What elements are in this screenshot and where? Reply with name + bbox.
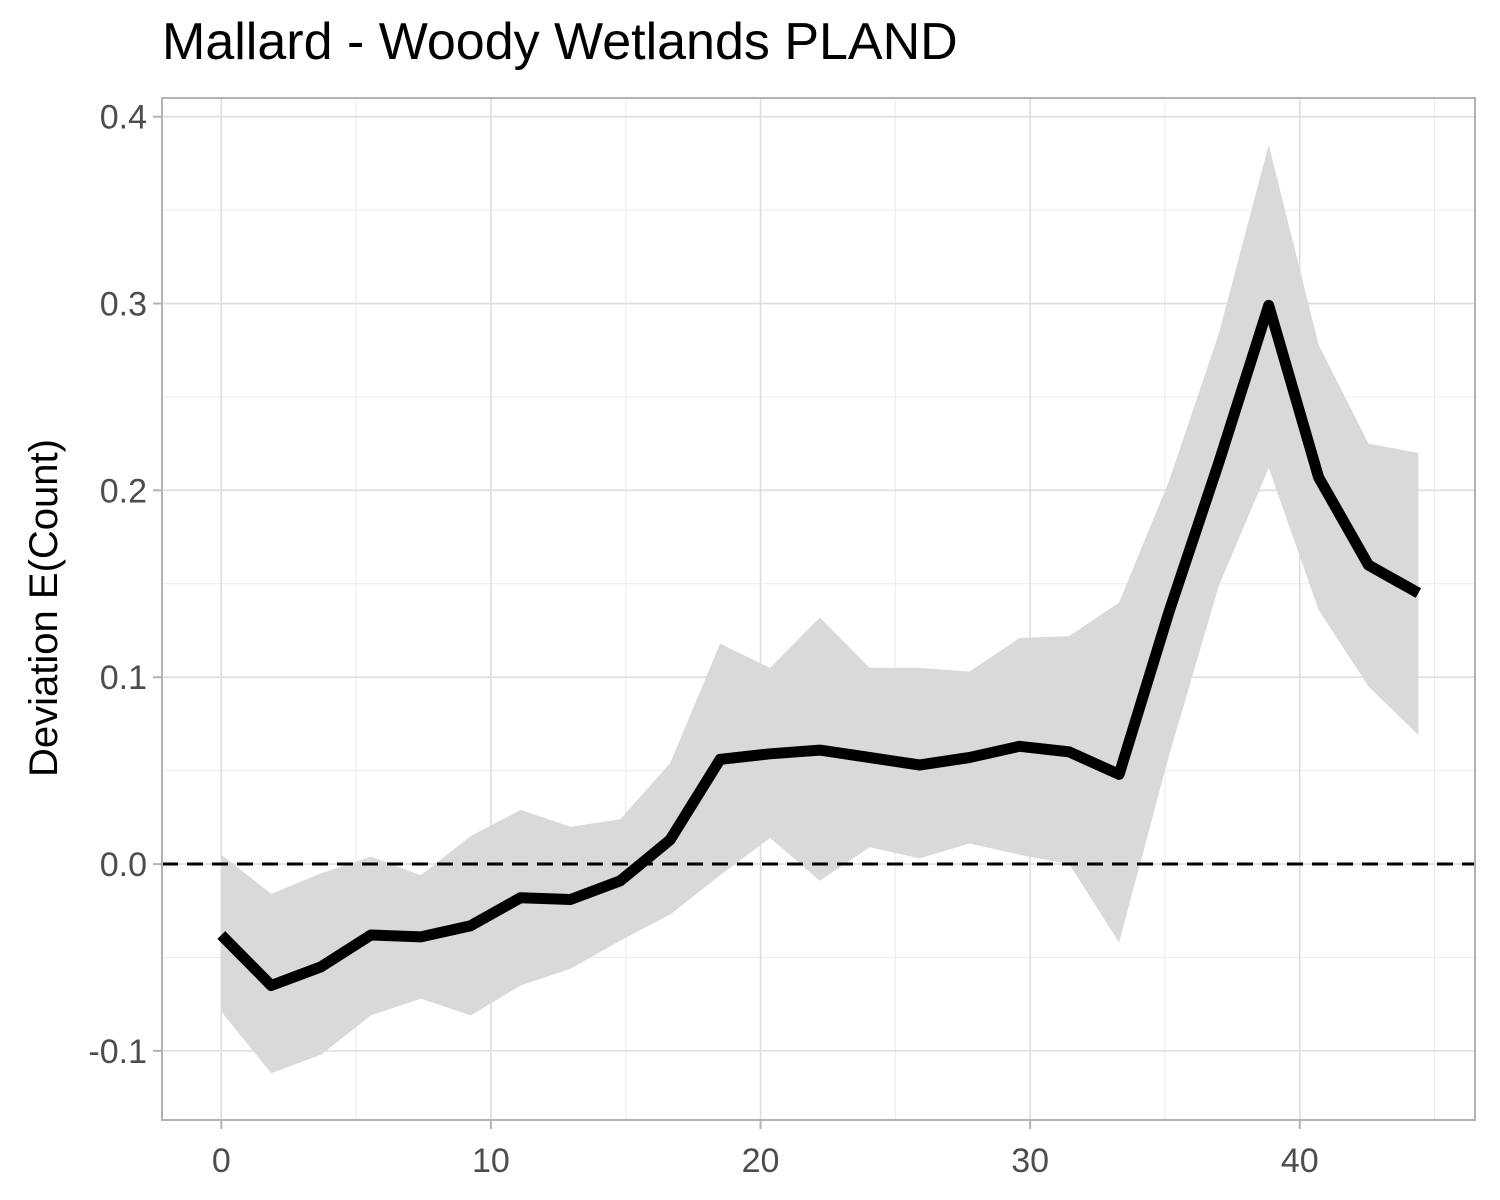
y-axis-title: Deviation E(Count) xyxy=(22,439,66,777)
chart-title: Mallard - Woody Wetlands PLAND xyxy=(162,13,958,71)
x-tick-label: 30 xyxy=(1011,1142,1049,1180)
x-axis-ticks: 0 10 20 30 40 xyxy=(212,1120,1319,1180)
y-tick-label: -0.1 xyxy=(88,1033,147,1071)
y-tick-label: 0.2 xyxy=(100,472,147,510)
series-line-layer xyxy=(217,299,1422,991)
series-line xyxy=(217,299,1422,991)
panel-border xyxy=(161,97,1476,1121)
x-tick-label: 0 xyxy=(212,1142,231,1180)
y-tick-label: 0.3 xyxy=(100,286,147,324)
x-tick-label: 40 xyxy=(1281,1142,1319,1180)
y-axis-ticks: -0.1 0.0 0.1 0.2 0.3 0.4 xyxy=(88,99,162,1071)
y-tick-label: 0.1 xyxy=(100,659,147,697)
y-tick-label: 0.4 xyxy=(100,99,147,137)
confidence-band xyxy=(221,144,1419,1074)
x-tick-label: 20 xyxy=(742,1142,780,1180)
confidence-band-layer xyxy=(221,144,1419,1074)
y-tick-label: 0.0 xyxy=(100,846,147,884)
x-tick-label: 10 xyxy=(472,1142,510,1180)
